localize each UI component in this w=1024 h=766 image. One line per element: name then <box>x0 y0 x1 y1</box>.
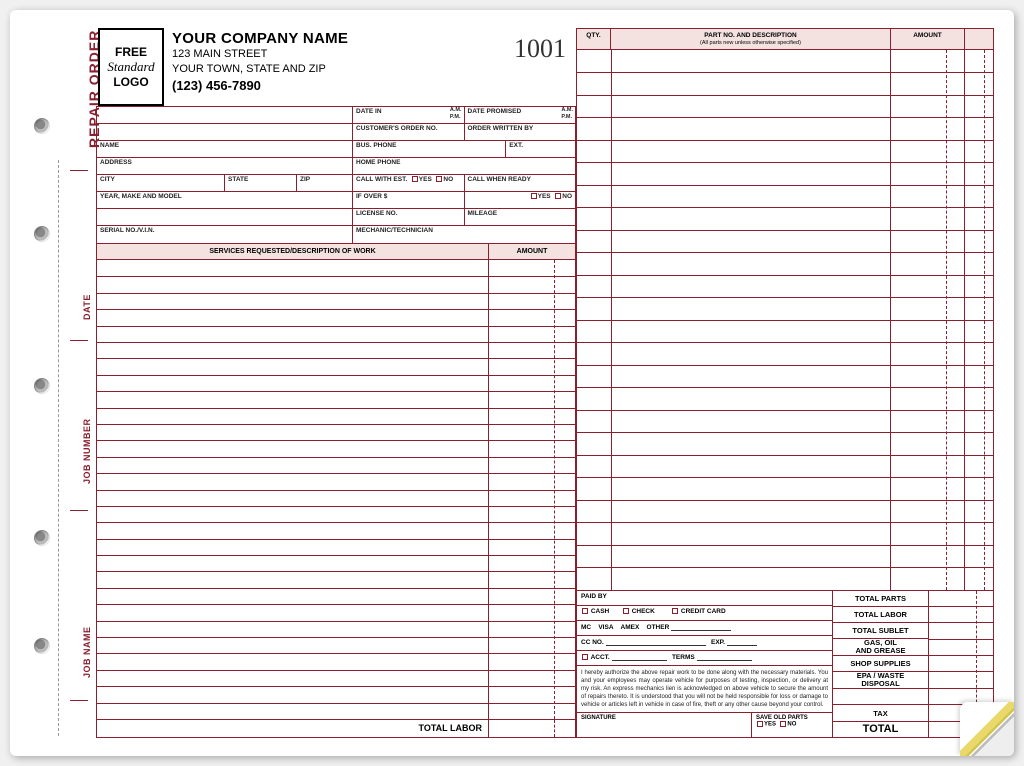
label-mechanic[interactable]: MECHANIC/TECHNICIAN <box>353 226 575 243</box>
totals-column: TOTAL PARTSTOTAL LABORTOTAL SUBLETGAS, O… <box>833 591 993 737</box>
services-amount-header: AMOUNT <box>489 244 575 259</box>
parts-amount-header: AMOUNT <box>891 29 965 49</box>
side-job-number: JOB NUMBER <box>82 418 92 484</box>
total-label-5: EPA / WASTEDISPOSAL <box>833 672 929 689</box>
payment-column: PAID BY CASH CHECK CREDIT CARD MC VISA A… <box>577 591 833 737</box>
side-labels: REPAIR ORDER DATE JOB NUMBER JOB NAME <box>64 10 92 756</box>
total-amount-8[interactable] <box>929 722 993 737</box>
perforation <box>58 160 59 736</box>
total-label-4: SHOP SUPPLIES <box>833 656 929 672</box>
checkbox-credit[interactable] <box>672 608 678 614</box>
services-body[interactable] <box>97 260 575 719</box>
checkbox-save-yes[interactable] <box>757 721 763 727</box>
total-label-2: TOTAL SUBLET <box>833 623 929 639</box>
total-amount-4[interactable] <box>929 656 993 672</box>
label-city[interactable]: CITY <box>97 175 225 191</box>
disclaimer-text: I hereby authorize the above repair work… <box>577 666 832 712</box>
save-old-parts: SAVE OLD PARTS YES NO <box>752 713 832 737</box>
side-job-name: JOB NAME <box>82 626 92 678</box>
card-types: MC VISA AMEX OTHER <box>577 621 832 636</box>
company-block: YOUR COMPANY NAME 123 MAIN STREET YOUR T… <box>172 28 514 106</box>
signature-label[interactable]: SIGNATURE <box>577 713 752 737</box>
company-addr2: YOUR TOWN, STATE AND ZIP <box>172 62 514 77</box>
services-header: SERVICES REQUESTED/DESCRIPTION OF WORK <box>97 244 489 259</box>
total-label-0: TOTAL PARTS <box>833 591 929 607</box>
company-phone: (123) 456-7890 <box>172 77 514 95</box>
checkbox-call-est-yes[interactable] <box>412 176 418 182</box>
side-date: DATE <box>82 294 92 320</box>
label-order-written: ORDER WRITTEN BY <box>465 124 576 140</box>
label-address[interactable]: ADDRESS <box>97 158 353 174</box>
bottom-section: PAID BY CASH CHECK CREDIT CARD MC VISA A… <box>576 590 993 737</box>
label-serial[interactable]: SERIAL NO./V.I.N. <box>97 226 353 243</box>
logo-placeholder: FREE Standard LOGO <box>98 28 164 106</box>
label-zip[interactable]: ZIP <box>297 175 353 191</box>
right-column: QTY. PART NO. AND DESCRIPTION (All parts… <box>576 28 994 738</box>
checkbox-call-est-no[interactable] <box>436 176 442 182</box>
checkbox-ready-no[interactable] <box>555 193 561 199</box>
total-label-6 <box>833 689 929 705</box>
parts-extra-header <box>965 29 993 49</box>
parts-qty-header: QTY. <box>577 29 611 49</box>
total-amount-5[interactable] <box>929 672 993 688</box>
total-label-7: TAX <box>833 705 929 721</box>
total-amount-3[interactable] <box>929 640 993 656</box>
letterhead: FREE Standard LOGO YOUR COMPANY NAME 123… <box>96 28 576 106</box>
label-cust-order: CUSTOMER'S ORDER NO. <box>353 124 465 140</box>
order-number: 1001 <box>514 28 576 106</box>
services-table: SERVICES REQUESTED/DESCRIPTION OF WORK A… <box>96 243 576 738</box>
label-bus-phone[interactable]: BUS. PHONE <box>353 141 506 157</box>
left-column: FREE Standard LOGO YOUR COMPANY NAME 123… <box>96 28 576 738</box>
company-addr1: 123 MAIN STREET <box>172 47 514 62</box>
acct-terms-row[interactable]: ACCT. TERMS <box>577 651 832 666</box>
label-ext[interactable]: EXT. <box>506 141 575 157</box>
label-if-over[interactable]: IF OVER $ <box>353 192 465 208</box>
cc-number-row[interactable]: CC NO. EXP. <box>577 636 832 651</box>
parts-desc-header: PART NO. AND DESCRIPTION (All parts new … <box>611 29 891 49</box>
label-name[interactable]: NAME <box>97 141 353 157</box>
parts-body[interactable] <box>576 50 993 590</box>
binder-holes <box>34 10 54 756</box>
total-amount-6[interactable] <box>929 689 993 705</box>
total-label-8: TOTAL <box>833 722 929 737</box>
total-amount-2[interactable] <box>929 623 993 639</box>
label-license[interactable]: LICENSE NO. <box>353 209 465 225</box>
total-amount-1[interactable] <box>929 607 993 623</box>
signature-row: SIGNATURE SAVE OLD PARTS YES NO <box>577 712 832 737</box>
total-amount-7[interactable] <box>929 705 993 721</box>
label-call-est: CALL WITH EST. <box>356 176 407 183</box>
repair-order-form: REPAIR ORDER DATE JOB NUMBER JOB NAME FR… <box>10 10 1014 756</box>
parts-header: QTY. PART NO. AND DESCRIPTION (All parts… <box>576 29 993 50</box>
label-state[interactable]: STATE <box>225 175 297 191</box>
label-home-phone[interactable]: HOME PHONE <box>353 158 575 174</box>
paid-by-label: PAID BY <box>577 591 832 606</box>
checkbox-cash[interactable] <box>582 608 588 614</box>
checkbox-save-no[interactable] <box>780 721 786 727</box>
label-date-promised: DATE PROMISED <box>468 108 522 115</box>
checkbox-check[interactable] <box>623 608 629 614</box>
label-ymm[interactable]: YEAR, MAKE AND MODEL <box>97 192 353 208</box>
customer-info-grid: DATE IN A.M.P.M. DATE PROMISED A.M.P.M. … <box>96 106 576 243</box>
label-call-ready: CALL WHEN READY <box>468 176 531 183</box>
checkbox-ready-yes[interactable] <box>531 193 537 199</box>
total-label-1: TOTAL LABOR <box>833 607 929 623</box>
payment-methods: CASH CHECK CREDIT CARD <box>577 606 832 621</box>
checkbox-acct[interactable] <box>582 654 588 660</box>
total-labor-amount[interactable] <box>489 720 575 737</box>
label-date-in: DATE IN <box>356 108 382 115</box>
company-name: YOUR COMPANY NAME <box>172 30 514 47</box>
total-labor-label: TOTAL LABOR <box>97 720 489 737</box>
label-mileage[interactable]: MILEAGE <box>465 209 576 225</box>
total-amount-0[interactable] <box>929 591 993 607</box>
total-label-3: GAS, OILAND GREASE <box>833 639 929 656</box>
